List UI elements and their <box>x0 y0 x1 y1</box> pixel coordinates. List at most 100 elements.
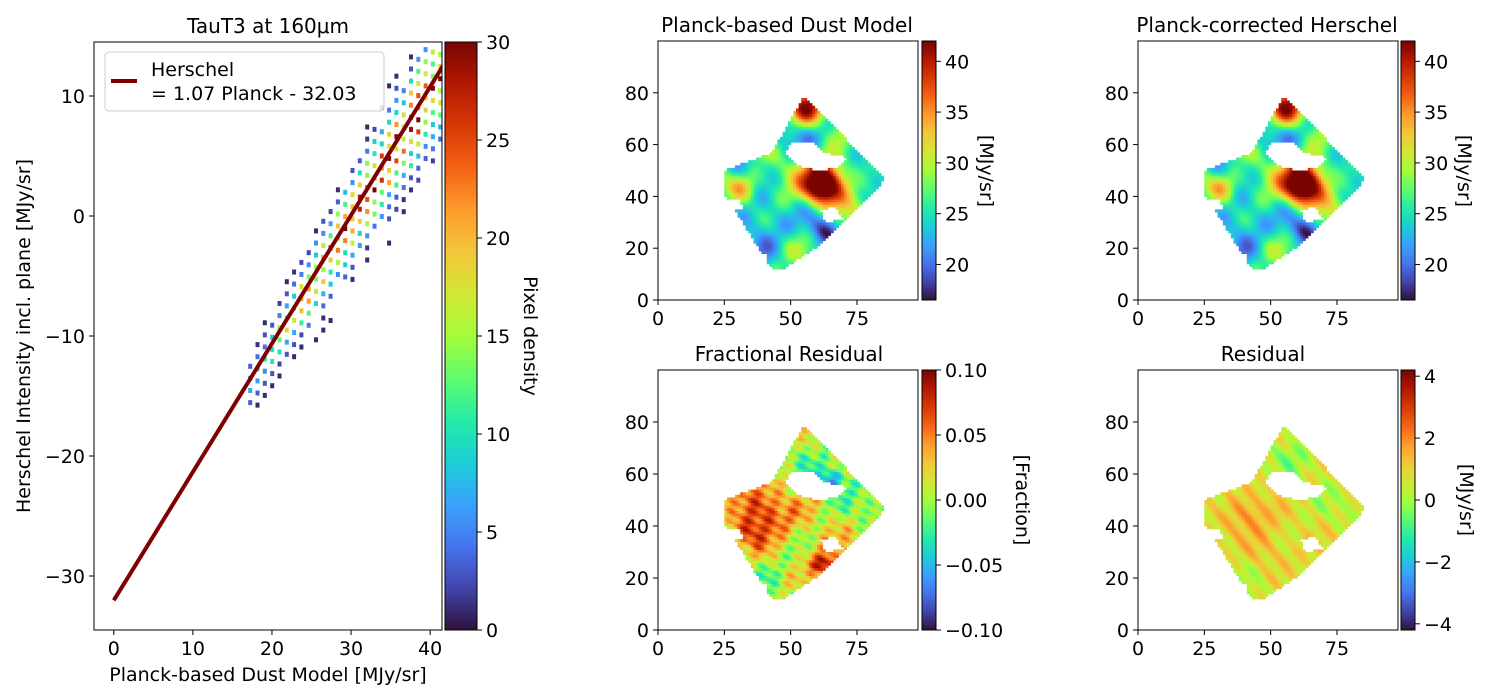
map-pixel <box>769 510 773 514</box>
map-pixel <box>833 193 837 197</box>
map-pixel <box>801 222 805 226</box>
map-pixel <box>811 121 816 125</box>
map-pixel <box>782 160 786 164</box>
map-pixel <box>1268 224 1272 229</box>
map-pixel <box>793 196 797 200</box>
map-pixel <box>862 193 866 197</box>
map-pixel <box>766 510 771 514</box>
map-pixel <box>766 258 771 262</box>
map-pixel <box>835 175 840 179</box>
map-pixel <box>769 183 773 187</box>
map-pixel <box>1204 180 1208 185</box>
density-cell <box>306 250 311 256</box>
map-pixel <box>1336 188 1341 192</box>
map-pixel <box>774 178 778 182</box>
density-cell <box>314 264 318 270</box>
map-pixel <box>1249 253 1253 257</box>
map-pixel <box>774 476 778 480</box>
map-pixel <box>782 474 786 478</box>
map-pixel <box>785 528 789 532</box>
map-pixel <box>1352 167 1357 172</box>
map-pixel <box>1246 173 1251 177</box>
map-pixel <box>740 186 744 190</box>
map-pixel <box>1307 232 1312 236</box>
map-pixel <box>798 214 802 218</box>
map-pixel <box>1246 180 1251 185</box>
map-pixel <box>1305 131 1309 135</box>
map-pixel <box>1265 183 1269 187</box>
map-pixel <box>740 497 744 501</box>
map-pixel <box>1297 139 1301 143</box>
map-pixel <box>772 224 776 229</box>
map-pixel <box>788 188 792 192</box>
density-cell <box>350 276 355 282</box>
map-pixel <box>769 219 773 223</box>
map-pixel <box>833 196 837 200</box>
map-pixel <box>795 183 800 187</box>
map-pixel <box>766 518 771 522</box>
map-pixel <box>761 240 765 244</box>
map-pixel <box>1299 123 1304 128</box>
map-pixel <box>1273 211 1277 216</box>
map-pixel <box>814 170 818 174</box>
map-pixel <box>795 198 800 203</box>
map-pixel <box>777 479 781 483</box>
map-pixel <box>1289 243 1293 247</box>
map-pixel <box>825 144 829 148</box>
map-pixel <box>785 129 789 133</box>
map-pixel <box>1352 180 1357 185</box>
map-pixel <box>785 198 789 203</box>
map-pixel <box>764 549 768 553</box>
map-pixel <box>732 167 736 172</box>
map-pixel <box>1289 245 1293 249</box>
map-pixel <box>803 108 808 112</box>
map-pixel <box>761 198 765 203</box>
map-pixel <box>764 250 768 254</box>
map-pixel <box>1286 204 1290 208</box>
map-pixel <box>774 479 778 483</box>
map-pixel <box>801 113 805 117</box>
map-pixel <box>1275 188 1280 192</box>
density-cell <box>401 172 406 178</box>
map-pixel <box>785 206 789 210</box>
map-pixel <box>748 193 752 197</box>
map-pixel <box>761 219 765 223</box>
map-pixel <box>1230 201 1235 205</box>
map-pixel <box>1268 175 1272 179</box>
map-pixel <box>809 170 813 174</box>
map-pixel <box>1323 170 1327 174</box>
map-pixel <box>769 481 773 485</box>
map-pixel <box>1275 108 1280 112</box>
map-pixel <box>838 219 842 223</box>
map-pixel <box>1294 186 1298 190</box>
map-pixel <box>1233 219 1237 223</box>
map-pixel <box>726 188 731 192</box>
map-pixel <box>1273 188 1277 192</box>
map-pixel <box>1241 165 1245 169</box>
map-pixel <box>1331 149 1335 153</box>
map-pixel <box>790 222 794 226</box>
map-pixel <box>1321 165 1325 169</box>
map-pixel <box>801 105 805 109</box>
map-pixel <box>1323 165 1327 169</box>
density-cell <box>335 223 340 229</box>
map-pixel <box>1246 186 1251 190</box>
map-pixel <box>1270 211 1274 216</box>
map-pixel <box>1286 186 1290 190</box>
map-pixel <box>780 175 784 179</box>
map-pixel <box>780 531 784 535</box>
map-pixel <box>750 507 755 511</box>
map-pixel <box>817 118 821 122</box>
map-pixel <box>750 162 755 166</box>
map-pixel <box>729 170 733 174</box>
map-pixel <box>734 518 739 522</box>
map-pixel <box>772 544 776 548</box>
map-pixel <box>745 505 749 509</box>
map-pixel <box>772 489 776 493</box>
map-pixel <box>1220 173 1224 177</box>
map-pixel <box>1310 170 1314 174</box>
map-pixel <box>777 526 781 530</box>
map-pixel <box>1358 175 1362 179</box>
map-pixel <box>774 217 778 221</box>
map-pixel <box>835 180 840 185</box>
